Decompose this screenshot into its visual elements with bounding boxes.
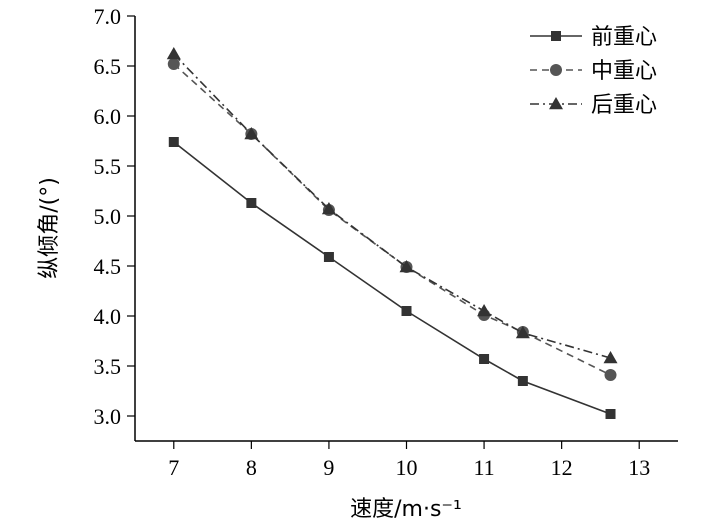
series-triangle bbox=[166, 47, 618, 364]
data-point bbox=[323, 252, 334, 262]
data-point bbox=[479, 354, 490, 364]
series-layer bbox=[166, 47, 618, 419]
data-point bbox=[244, 127, 259, 140]
legend-item: 中重心 bbox=[530, 59, 657, 84]
x-ticks: 7 8 9 10 11 12 13 bbox=[168, 441, 650, 480]
data-point bbox=[166, 47, 181, 60]
data-point bbox=[321, 202, 336, 215]
data-point bbox=[603, 351, 618, 364]
legend-item: 前重心 bbox=[530, 25, 657, 50]
x-axis-title: 速度/m·s⁻¹ bbox=[350, 497, 462, 522]
data-point bbox=[604, 369, 617, 381]
y-tick-label: 5.5 bbox=[94, 154, 122, 179]
y-tick-label: 4.5 bbox=[94, 254, 122, 279]
x-tick-label: 12 bbox=[551, 455, 573, 480]
series-line bbox=[173, 141, 611, 415]
data-point bbox=[399, 260, 414, 273]
x-tick-label: 13 bbox=[628, 455, 650, 480]
y-tick-label: 5.0 bbox=[94, 204, 122, 229]
y-ticks: 3.0 3.5 4.0 4.5 5.0 5.5 6.0 6.5 7.0 bbox=[94, 4, 135, 429]
y-tick-label: 6.0 bbox=[94, 104, 122, 129]
y-tick-label: 3.5 bbox=[94, 354, 122, 379]
x-tick-label: 7 bbox=[168, 455, 179, 480]
series-circle bbox=[167, 58, 617, 381]
x-tick-label: 8 bbox=[246, 455, 257, 480]
legend-marker bbox=[550, 64, 562, 76]
data-point bbox=[167, 58, 180, 70]
data-point bbox=[477, 304, 492, 317]
series-square bbox=[168, 137, 616, 419]
legend-marker bbox=[551, 31, 561, 41]
data-point bbox=[246, 198, 257, 208]
data-point bbox=[515, 326, 530, 339]
y-tick-label: 6.5 bbox=[94, 54, 122, 79]
x-tick-label: 11 bbox=[473, 455, 494, 480]
data-point bbox=[401, 306, 412, 316]
data-point bbox=[605, 409, 616, 419]
legend-label: 前重心 bbox=[591, 25, 657, 50]
series-line bbox=[173, 53, 611, 359]
legend-label: 后重心 bbox=[591, 93, 657, 118]
x-tick-label: 10 bbox=[396, 455, 418, 480]
legend-label: 中重心 bbox=[591, 59, 657, 84]
data-point bbox=[168, 137, 179, 147]
data-point bbox=[517, 376, 528, 386]
series-line bbox=[173, 63, 611, 376]
y-axis-title: 纵倾角/(°) bbox=[37, 177, 62, 279]
x-tick-label: 9 bbox=[323, 455, 334, 480]
y-tick-label: 3.0 bbox=[94, 404, 122, 429]
legend-item: 后重心 bbox=[530, 93, 657, 118]
y-tick-label: 7.0 bbox=[94, 4, 122, 29]
legend-marker bbox=[549, 97, 563, 110]
y-tick-label: 4.0 bbox=[94, 304, 122, 329]
